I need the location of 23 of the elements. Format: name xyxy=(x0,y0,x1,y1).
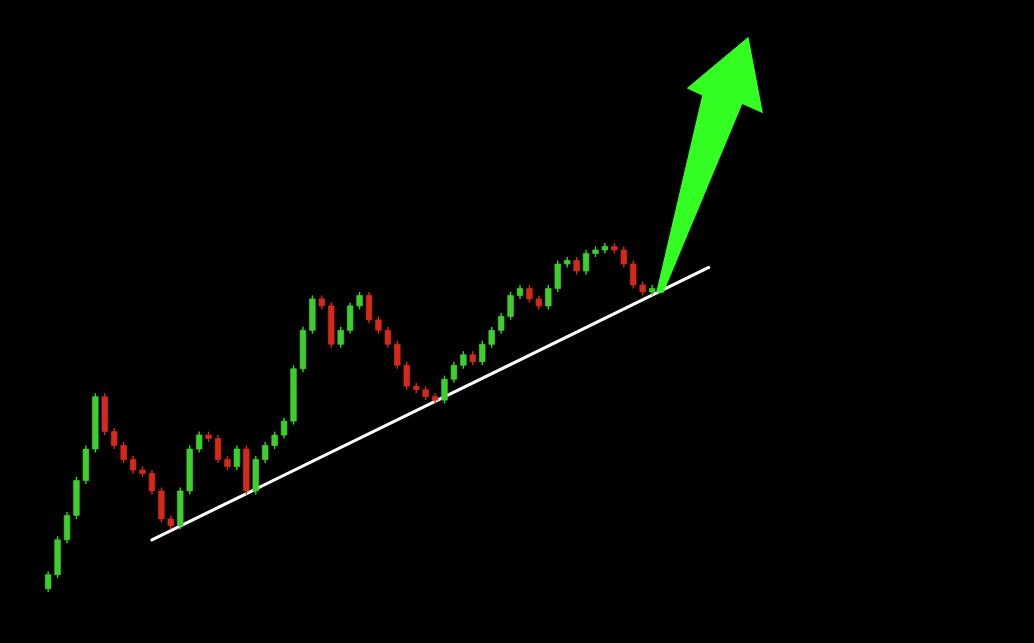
candlestick xyxy=(545,284,552,311)
candlestick xyxy=(120,441,127,464)
candlestick xyxy=(148,469,156,496)
candlestick xyxy=(384,326,392,349)
candlestick xyxy=(111,427,118,450)
candlestick xyxy=(450,361,458,384)
candlestick xyxy=(394,340,401,370)
candlestick xyxy=(582,249,590,276)
candlestick xyxy=(214,434,222,464)
candlestick xyxy=(44,570,52,593)
candlestick xyxy=(441,375,448,405)
candlestick xyxy=(280,416,288,440)
candlestick xyxy=(262,441,269,464)
candlestick xyxy=(507,291,514,321)
candlestick xyxy=(233,444,241,471)
candlestick xyxy=(403,361,410,391)
candlestick xyxy=(479,340,486,366)
candlestick xyxy=(620,245,627,269)
candlestick xyxy=(488,326,495,349)
candlestick xyxy=(497,312,505,335)
candlestick xyxy=(337,326,344,349)
candlestick xyxy=(630,259,637,290)
candlestick xyxy=(195,430,203,454)
